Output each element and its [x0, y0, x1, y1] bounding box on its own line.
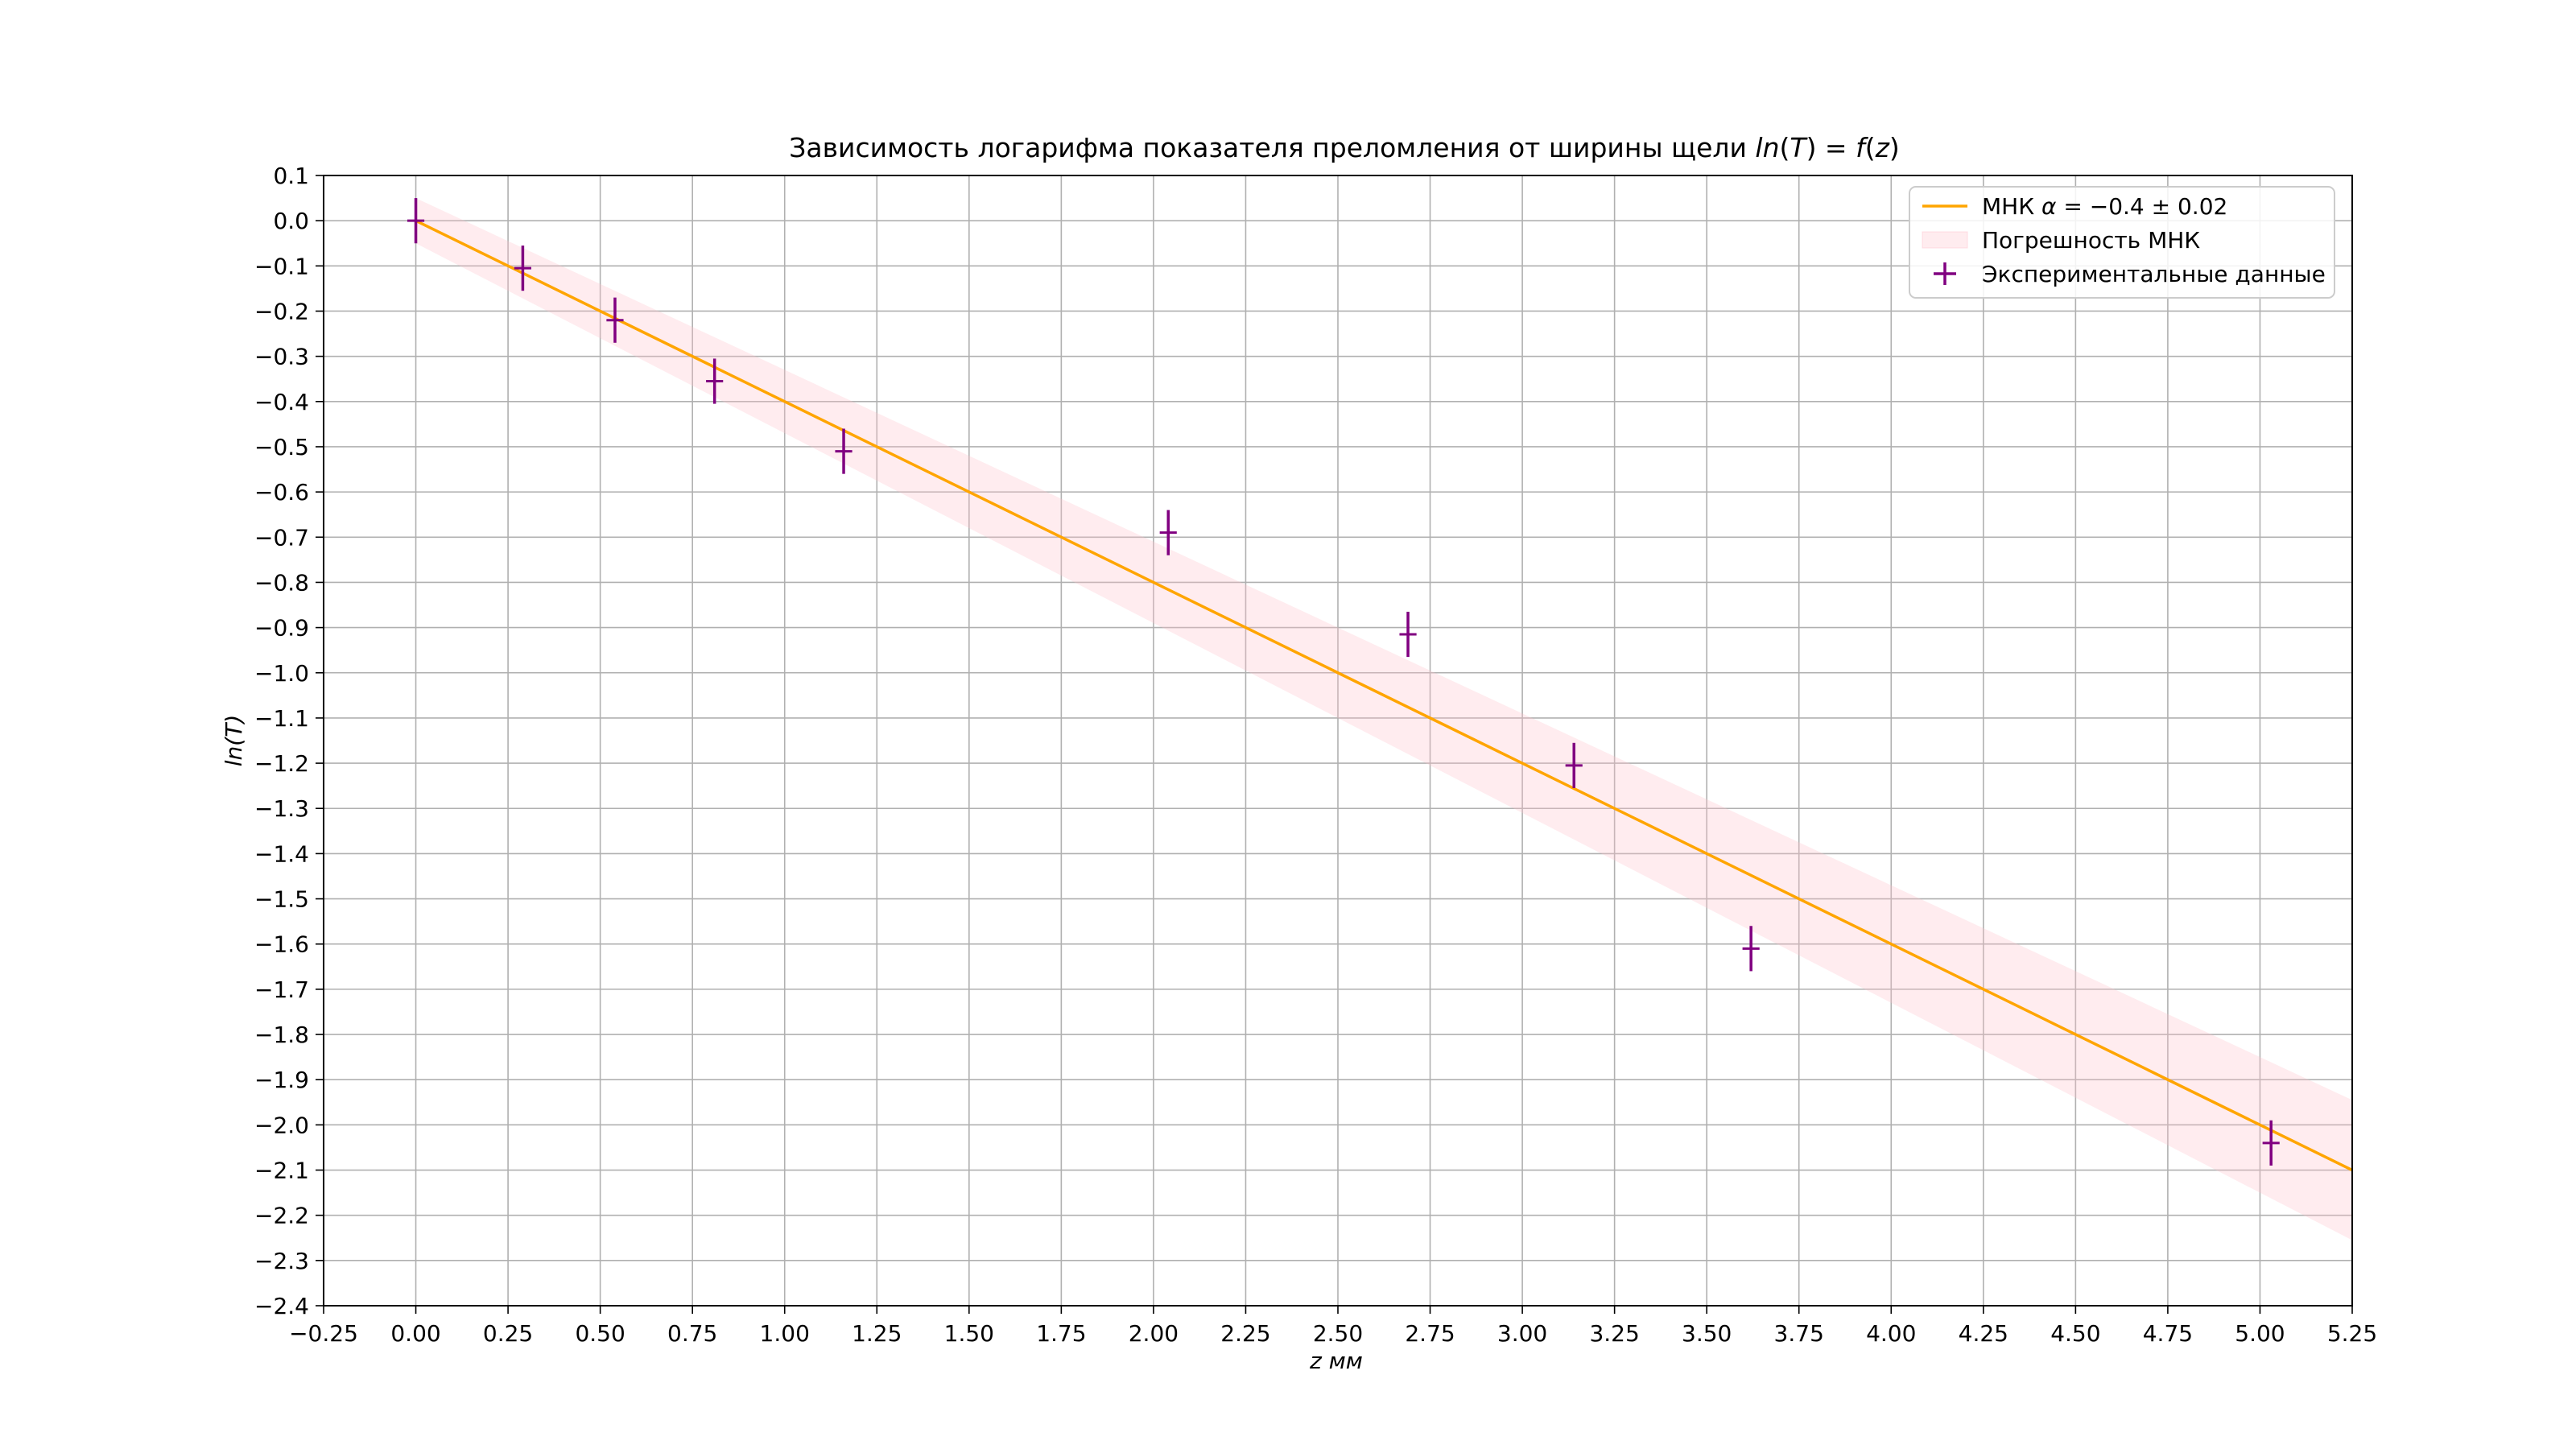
- y-tick-label: −0.1: [254, 253, 309, 279]
- legend-item-fit: МНК α = −0.4 ± 0.02: [1982, 193, 2227, 220]
- y-tick-label: 0.1: [273, 163, 309, 189]
- y-tick-label: −1.0: [254, 660, 309, 687]
- y-axis: 0.1 0.0 −0.1 −0.2 −0.3 −0.4 −0.5 −0.6 −0.7 −0.8 −0…: [254, 163, 324, 1319]
- data-point: [1159, 510, 1177, 555]
- x-tick-label: 1.50: [944, 1320, 994, 1347]
- x-tick-label: 5.00: [2235, 1320, 2285, 1347]
- x-tick-label: 2.25: [1220, 1320, 1270, 1347]
- x-tick-label: −0.25: [289, 1320, 358, 1347]
- x-tick-label: 2.00: [1129, 1320, 1179, 1347]
- data-points: [407, 198, 2280, 1166]
- data-point: [835, 428, 852, 474]
- x-tick-label: 3.00: [1497, 1320, 1547, 1347]
- y-tick-label: 0.0: [273, 208, 309, 234]
- y-tick-label: −2.4: [254, 1293, 309, 1319]
- y-tick-label: −0.5: [254, 434, 309, 460]
- y-tick-label: −2.1: [254, 1158, 309, 1184]
- legend: МНК α = −0.4 ± 0.02 Погрешность МНК Эксп…: [1909, 186, 2335, 299]
- data-point: [706, 358, 724, 404]
- grid: [323, 175, 2353, 1307]
- x-tick-label: 0.50: [575, 1320, 625, 1347]
- chart-title: Зависимость логарифма показателя преломл…: [789, 132, 1900, 163]
- x-tick-label: 1.25: [852, 1320, 902, 1347]
- y-tick-label: −0.7: [254, 524, 309, 551]
- x-tick-label: 0.00: [390, 1320, 440, 1347]
- data-point: [514, 246, 531, 291]
- y-tick-label: −1.4: [254, 840, 309, 867]
- y-tick-label: −0.9: [254, 615, 309, 642]
- x-axis-label: z мм: [1309, 1348, 1363, 1374]
- y-tick-label: −1.5: [254, 886, 309, 913]
- y-tick-label: −0.6: [254, 479, 309, 506]
- x-tick-label: 0.25: [483, 1320, 533, 1347]
- x-axis: −0.25 0.00 0.25 0.50 0.75 1.00 1.25 1.50 1.75 2.0…: [289, 1306, 2377, 1347]
- legend-item-band: Погрешность МНК: [1982, 227, 2200, 254]
- y-tick-label: −2.2: [254, 1203, 309, 1229]
- data-point: [407, 198, 425, 244]
- x-tick-label: 4.00: [1866, 1320, 1916, 1347]
- x-tick-label: 0.75: [667, 1320, 717, 1347]
- y-tick-label: −0.3: [254, 344, 309, 370]
- y-tick-label: −1.2: [254, 750, 309, 777]
- fit-line-path: [415, 219, 2353, 1172]
- y-tick-label: −1.3: [254, 795, 309, 822]
- x-tick-label: 4.75: [2143, 1320, 2193, 1347]
- data-point: [1742, 926, 1760, 972]
- y-tick-label: −0.2: [254, 298, 309, 324]
- x-tick-label: 3.25: [1589, 1320, 1639, 1347]
- x-tick-label: 2.50: [1313, 1320, 1363, 1347]
- data-point: [2262, 1120, 2280, 1166]
- y-tick-label: −0.8: [254, 569, 309, 596]
- y-tick-label: −0.4: [254, 389, 309, 415]
- y-tick-label: −2.0: [254, 1112, 309, 1138]
- x-tick-label: 2.75: [1405, 1320, 1455, 1347]
- y-tick-label: −2.3: [254, 1248, 309, 1274]
- x-tick-label: 1.75: [1036, 1320, 1086, 1347]
- y-tick-label: −1.8: [254, 1022, 309, 1048]
- data-point: [1565, 742, 1583, 788]
- data-point: [1399, 611, 1417, 658]
- fit-line: [415, 219, 2353, 1172]
- x-tick-label: 3.75: [1774, 1320, 1824, 1347]
- y-tick-label: −1.6: [254, 931, 309, 958]
- y-tick-label: −1.1: [254, 705, 309, 732]
- y-axis-label: ln(T): [221, 715, 247, 766]
- x-tick-label: 4.50: [2050, 1320, 2100, 1347]
- x-tick-label: 5.25: [2327, 1320, 2377, 1347]
- legend-band-swatch: [1922, 231, 1968, 249]
- chart-title-text: Зависимость логарифма показателя преломл…: [789, 132, 1755, 163]
- y-tick-label: −1.9: [254, 1067, 309, 1093]
- x-tick-label: 1.00: [760, 1320, 810, 1347]
- x-tick-label: 3.50: [1682, 1320, 1732, 1347]
- data-point: [606, 297, 624, 343]
- legend-item-data: Экспериментальные данные: [1982, 261, 2326, 287]
- x-tick-label: 4.25: [1959, 1320, 2008, 1347]
- y-tick-label: −1.7: [254, 976, 309, 1003]
- legend-box: [1909, 186, 2335, 299]
